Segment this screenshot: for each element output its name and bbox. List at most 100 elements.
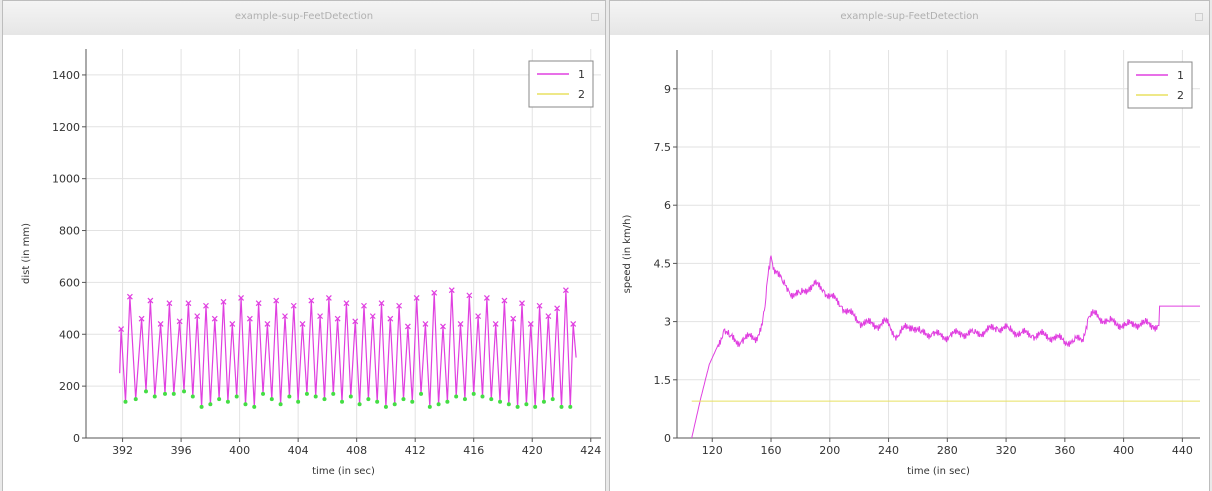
peak-marker bbox=[440, 323, 446, 330]
window-title: example-sup-FeetDetection bbox=[840, 11, 979, 22]
peak-marker bbox=[448, 287, 455, 294]
trough-marker bbox=[152, 394, 157, 399]
peak-marker bbox=[203, 302, 209, 309]
close-icon[interactable] bbox=[591, 13, 599, 21]
trough-marker bbox=[252, 404, 257, 409]
peak-marker bbox=[527, 320, 534, 327]
x-axis-label: time (in sec) bbox=[907, 466, 970, 477]
trough-marker bbox=[278, 402, 283, 407]
trough-marker bbox=[304, 391, 309, 396]
peak-marker bbox=[118, 326, 125, 333]
trough-marker bbox=[348, 394, 353, 399]
distance-chart-area: 392 396 400 404 408 412 416 420 424 0 200 400 600 800… bbox=[3, 35, 605, 491]
trough-marker bbox=[445, 399, 450, 404]
peak-marker bbox=[466, 292, 473, 299]
y-tick-label: 1200 bbox=[52, 121, 80, 134]
window-titlebar[interactable]: example-sup-FeetDetection bbox=[3, 1, 605, 36]
peak-marker bbox=[147, 297, 154, 304]
x-tick-label: 412 bbox=[405, 444, 426, 457]
peak-marker bbox=[422, 320, 429, 327]
x-tick-label: 280 bbox=[937, 444, 958, 457]
peak-marker bbox=[378, 300, 385, 307]
trough-marker bbox=[427, 404, 432, 409]
y-tick-label: 0 bbox=[73, 432, 80, 445]
y-axis-label: dist (in mm) bbox=[21, 223, 32, 284]
trough-marker bbox=[331, 391, 336, 396]
trough-marker bbox=[392, 402, 397, 407]
x-tick-label: 392 bbox=[112, 444, 133, 457]
peak-marker bbox=[229, 320, 236, 327]
peak-marker bbox=[255, 300, 262, 307]
y-tick-label: 200 bbox=[59, 380, 80, 393]
trough-marker bbox=[489, 397, 494, 402]
y-tick-label: 1000 bbox=[52, 173, 80, 186]
peak-marker bbox=[457, 320, 464, 327]
window-title: example-sup-FeetDetection bbox=[234, 11, 374, 22]
trough-marker bbox=[366, 397, 371, 402]
trough-marker bbox=[269, 397, 274, 402]
peak-marker bbox=[361, 302, 367, 309]
series-1-line bbox=[119, 290, 577, 407]
y-tick-label: 9 bbox=[664, 83, 671, 96]
trough-marker bbox=[190, 394, 195, 399]
trough-marker bbox=[419, 391, 424, 396]
peak-marker bbox=[299, 320, 306, 327]
peak-marker bbox=[483, 295, 490, 301]
trough-marker bbox=[340, 399, 345, 404]
close-icon[interactable] bbox=[1195, 13, 1203, 21]
x-tick-label: 416 bbox=[463, 444, 484, 457]
peak-marker bbox=[413, 295, 420, 301]
y-tick-label: 1.5 bbox=[654, 374, 672, 387]
peak-marker bbox=[492, 320, 499, 327]
peak-marker bbox=[282, 313, 288, 320]
trough-marker bbox=[436, 402, 441, 407]
x-tick-label: 396 bbox=[171, 444, 192, 457]
y-tick-label: 800 bbox=[59, 225, 80, 238]
peak-marker bbox=[545, 313, 552, 320]
peak-marker bbox=[185, 300, 192, 307]
trough-marker bbox=[199, 404, 204, 409]
trough-marker bbox=[471, 391, 476, 396]
trough-marker bbox=[506, 402, 511, 407]
y-tick-label: 4.5 bbox=[654, 257, 672, 270]
distance-chart: 392 396 400 404 408 412 416 420 424 0 200 400 600 800… bbox=[21, 49, 601, 477]
peak-marker bbox=[211, 315, 218, 322]
trough-marker bbox=[550, 397, 555, 402]
trough-marker bbox=[261, 391, 266, 396]
trough-marker bbox=[322, 397, 327, 402]
chart-window-distance: example-sup-FeetDetection 392 396 400 404 40… bbox=[2, 0, 606, 491]
trough-marker bbox=[498, 399, 503, 404]
window-titlebar[interactable]: example-sup-FeetDetection bbox=[610, 1, 1209, 36]
peak-marker bbox=[510, 315, 517, 322]
peak-marker bbox=[308, 297, 315, 304]
peak-marker bbox=[246, 315, 253, 322]
peak-marker bbox=[220, 298, 227, 305]
peak-marker bbox=[562, 287, 569, 294]
trough-marker bbox=[182, 389, 187, 394]
peak-marker bbox=[404, 323, 411, 330]
peak-marker bbox=[317, 313, 324, 320]
legend-box bbox=[1127, 61, 1193, 109]
peak-marker bbox=[396, 302, 403, 309]
peak-marker bbox=[138, 315, 145, 322]
trough-marker bbox=[243, 402, 248, 407]
trough-marker bbox=[287, 394, 292, 399]
x-tick-label: 240 bbox=[878, 444, 899, 457]
x-tick-label: 408 bbox=[346, 444, 367, 457]
trough-marker bbox=[217, 397, 222, 402]
x-tick-label: 360 bbox=[1054, 444, 1075, 457]
speed-chart: 120 160 200 240 280 320 360 400 440 0 1.5 3 4.5 6 7.5 9… bbox=[622, 50, 1200, 477]
trough-marker bbox=[171, 391, 176, 396]
peak-marker bbox=[334, 315, 341, 322]
y-tick-label: 1400 bbox=[52, 69, 80, 82]
y-axis-label: speed (in km/h) bbox=[622, 215, 633, 294]
y-tick-label: 0 bbox=[664, 432, 671, 445]
trough-marker bbox=[462, 397, 467, 402]
trough-marker bbox=[454, 394, 459, 399]
y-tick-label: 600 bbox=[59, 276, 80, 289]
trough-marker bbox=[208, 402, 213, 407]
x-tick-label: 420 bbox=[522, 444, 543, 457]
peak-marker bbox=[475, 313, 482, 320]
x-tick-label: 400 bbox=[1113, 444, 1134, 457]
legend-label: 2 bbox=[1177, 89, 1184, 102]
